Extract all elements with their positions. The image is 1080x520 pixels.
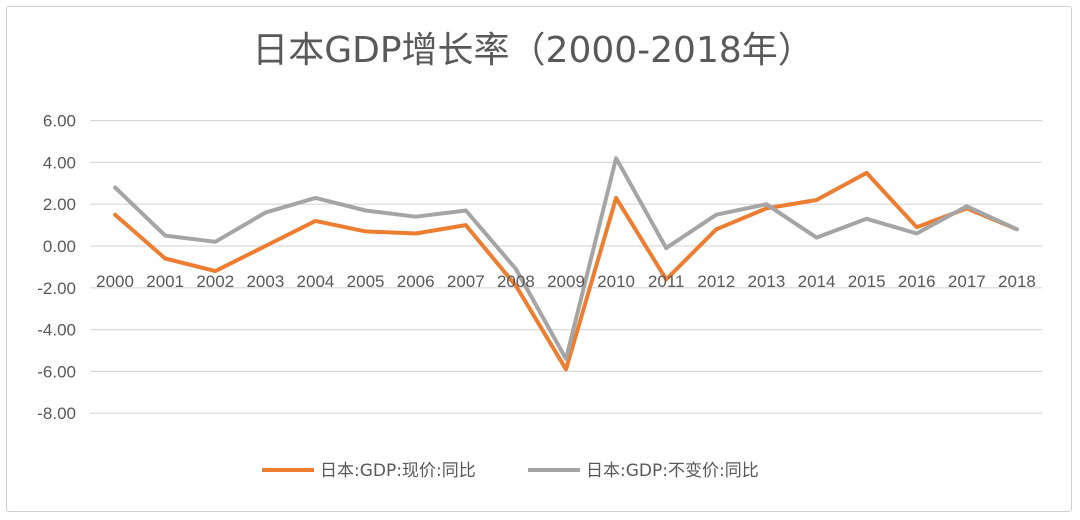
x-tick-label: 2011 xyxy=(648,272,685,291)
x-tick-label: 2002 xyxy=(196,272,234,291)
y-axis-ticks: 6.00 4.00 2.00 0.00 -2.00 -4.00 -6.00 -8.00 xyxy=(37,112,76,424)
y-tick-label: -6.00 xyxy=(37,362,76,381)
legend: 日本:GDP:现价:同比 日本:GDP:不变价:同比 xyxy=(262,461,759,481)
y-tick-label: 6.00 xyxy=(43,112,76,131)
x-tick-label: 2017 xyxy=(948,272,986,291)
x-tick-label: 2006 xyxy=(397,272,435,291)
y-tick-label: 0.00 xyxy=(43,237,76,256)
x-tick-label: 2009 xyxy=(547,272,585,291)
series-line-1 xyxy=(113,170,1019,372)
y-tick-label: -2.00 xyxy=(37,279,76,298)
x-tick-label: 2018 xyxy=(998,272,1036,291)
x-tick-label: 2014 xyxy=(798,272,836,291)
x-tick-label: 2005 xyxy=(347,272,385,291)
legend-label: 日本:GDP:不变价:同比 xyxy=(586,461,759,481)
x-tick-label: 2008 xyxy=(497,272,535,291)
x-tick-label: 2016 xyxy=(898,272,936,291)
y-tick-label: -4.00 xyxy=(37,321,76,340)
legend-label: 日本:GDP:现价:同比 xyxy=(320,461,476,481)
series-lines xyxy=(113,156,1019,372)
x-tick-label: 2012 xyxy=(697,272,735,291)
x-tick-label: 2003 xyxy=(246,272,284,291)
x-tick-label: 2015 xyxy=(848,272,886,291)
x-tick-label: 2010 xyxy=(597,272,635,291)
x-tick-label: 2000 xyxy=(96,272,134,291)
grid-lines xyxy=(90,119,1042,414)
x-tick-label: 2013 xyxy=(748,272,786,291)
x-tick-label: 2004 xyxy=(297,272,335,291)
series-line-2 xyxy=(113,156,1019,361)
x-axis-ticks: 2000 2001 2002 2003 2004 2005 2006 2007 2008 2009… xyxy=(96,272,1036,291)
chart-title: 日本GDP增长率（2000-2018年） xyxy=(252,30,814,71)
chart-frame xyxy=(6,6,1072,512)
x-tick-label: 2007 xyxy=(447,272,485,291)
y-tick-label: 2.00 xyxy=(43,195,76,214)
x-tick-label: 2001 xyxy=(146,272,184,291)
y-tick-label: -8.00 xyxy=(37,404,76,423)
y-tick-label: 4.00 xyxy=(43,153,76,172)
